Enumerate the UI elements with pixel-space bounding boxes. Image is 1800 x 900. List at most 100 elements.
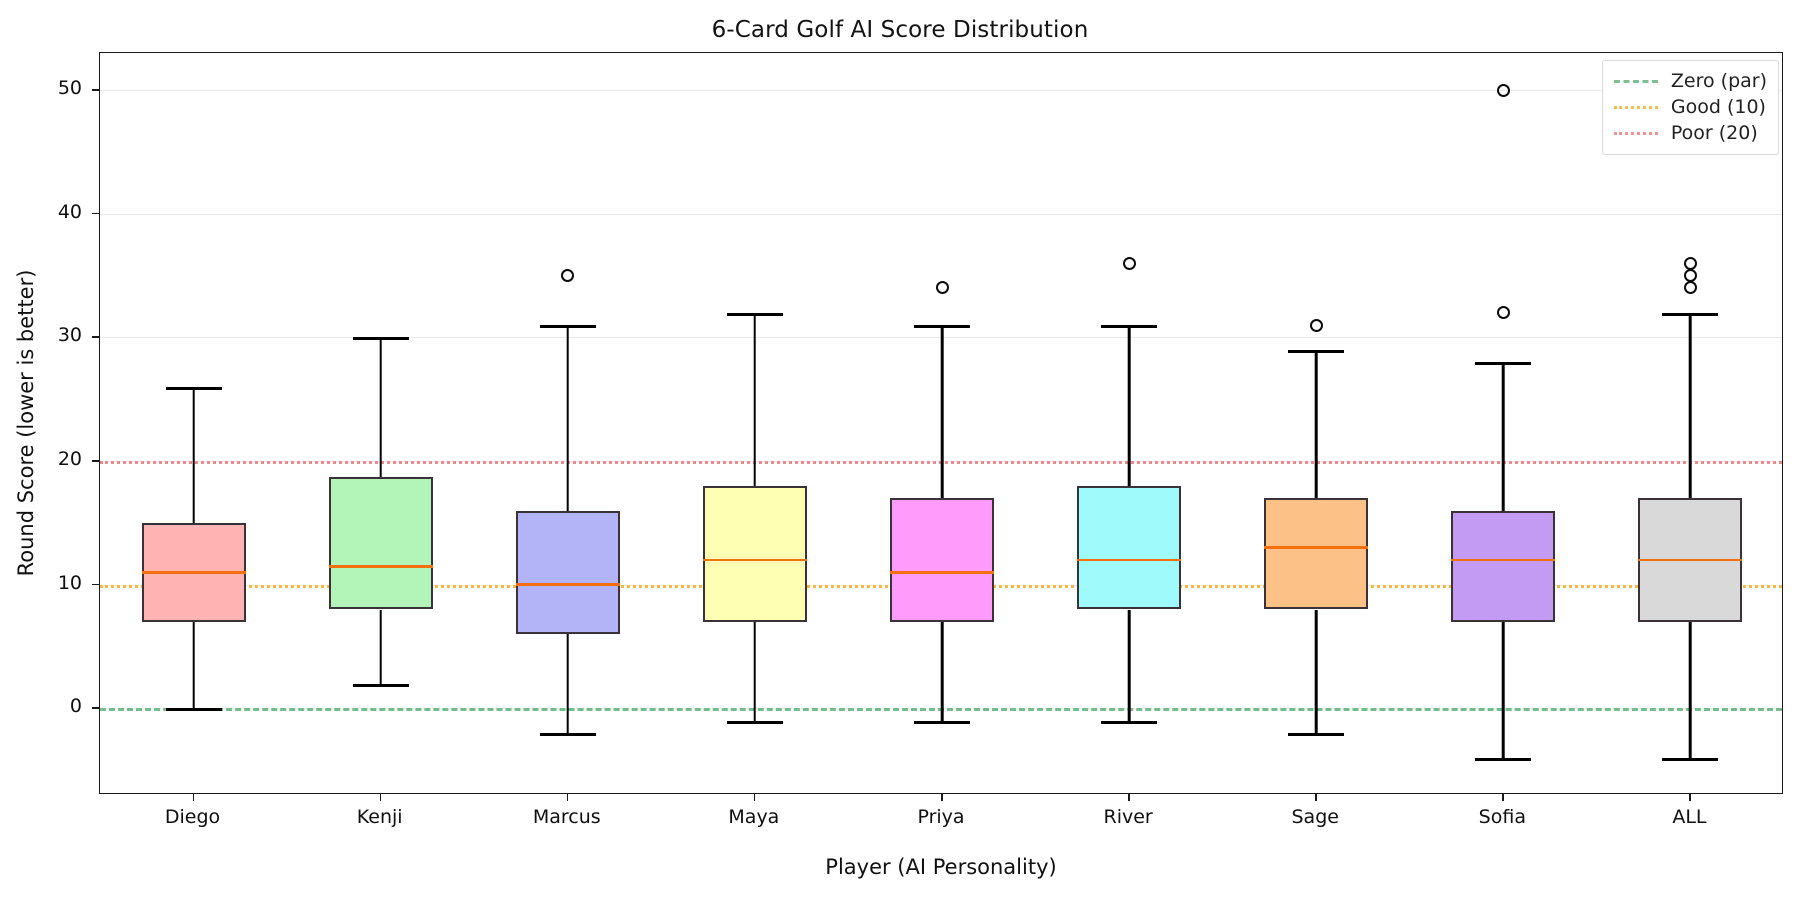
y-tick-label: 20 bbox=[57, 448, 82, 471]
box-plot-maya bbox=[675, 53, 835, 793]
y-tick-label: 40 bbox=[57, 200, 82, 223]
lower-whisker-cap bbox=[165, 708, 222, 712]
upper-whisker-cap bbox=[726, 312, 783, 316]
outlier-point-icon bbox=[1683, 269, 1697, 283]
legend-swatch-dotted-line-icon bbox=[1613, 131, 1658, 135]
outlier-point-icon bbox=[935, 281, 949, 295]
x-tick-mark bbox=[192, 794, 195, 801]
y-tick-mark bbox=[92, 212, 99, 215]
x-axis-label: Player (AI Personality) bbox=[825, 855, 1057, 879]
upper-whisker-cap bbox=[539, 325, 596, 329]
iqr-box bbox=[328, 476, 433, 610]
upper-whisker bbox=[1314, 349, 1318, 499]
outlier-point-icon bbox=[1683, 256, 1697, 270]
lower-whisker bbox=[192, 621, 195, 709]
box-plot-kenji bbox=[301, 53, 461, 793]
box-plot-diego bbox=[114, 53, 274, 793]
upper-whisker bbox=[940, 325, 944, 499]
upper-whisker-cap bbox=[165, 386, 222, 390]
legend-label: Zero (par) bbox=[1670, 70, 1767, 92]
x-tick-mark bbox=[1128, 794, 1130, 801]
outlier-point-icon bbox=[1683, 281, 1697, 295]
x-tick-mark bbox=[753, 794, 756, 801]
box-plot-priya bbox=[862, 53, 1022, 793]
lower-whisker-cap bbox=[726, 720, 783, 724]
legend: Zero (par) Good (10) Poor (20) bbox=[1601, 60, 1779, 155]
y-tick-label: 30 bbox=[57, 324, 82, 347]
x-tick-mark bbox=[566, 794, 569, 801]
median-line bbox=[1077, 558, 1182, 562]
upper-whisker bbox=[192, 386, 195, 523]
upper-whisker-cap bbox=[1101, 325, 1158, 329]
upper-whisker-cap bbox=[914, 325, 970, 329]
outlier-point-icon bbox=[1496, 306, 1510, 320]
outlier-point-icon bbox=[1122, 256, 1136, 270]
lower-whisker-cap bbox=[914, 720, 970, 724]
gridline bbox=[100, 213, 1782, 215]
box-plot-river bbox=[1049, 53, 1209, 793]
legend-item-zero: Zero (par) bbox=[1613, 68, 1767, 94]
lower-whisker-cap bbox=[1475, 757, 1532, 761]
box-plot-marcus bbox=[488, 53, 648, 793]
upper-whisker-cap bbox=[352, 337, 409, 341]
upper-whisker bbox=[1502, 362, 1505, 511]
median-line bbox=[1451, 558, 1556, 562]
lower-whisker bbox=[753, 621, 757, 721]
x-tick-mark bbox=[941, 794, 943, 801]
lower-whisker bbox=[1502, 621, 1505, 758]
lower-whisker bbox=[379, 609, 382, 684]
box-plot-sofia bbox=[1423, 53, 1583, 793]
x-tick-label-diego: Diego bbox=[164, 806, 221, 828]
lower-whisker bbox=[1127, 609, 1131, 721]
iqr-box bbox=[1264, 498, 1369, 610]
upper-whisker bbox=[753, 312, 757, 486]
lower-whisker-cap bbox=[1662, 757, 1719, 761]
median-line bbox=[141, 571, 246, 574]
lower-whisker bbox=[1689, 621, 1692, 758]
lower-whisker bbox=[566, 634, 570, 734]
iqr-box bbox=[1451, 510, 1556, 622]
lower-whisker-cap bbox=[539, 733, 596, 737]
plot-area bbox=[99, 52, 1783, 794]
x-axis-ticks: Diego Kenji Marcus Maya Priya River Sage Sofia A… bbox=[99, 794, 1783, 844]
x-tick-mark bbox=[379, 794, 382, 801]
outlier-point-icon bbox=[1309, 318, 1323, 332]
y-tick-mark bbox=[92, 707, 99, 710]
x-tick-label-river: River bbox=[1103, 806, 1153, 828]
x-tick-label-marcus: Marcus bbox=[532, 806, 601, 828]
x-tick-label-sofia: Sofia bbox=[1478, 806, 1526, 828]
x-tick-label-sage: Sage bbox=[1291, 806, 1339, 828]
page-title: 6-Card Golf AI Score Distribution bbox=[711, 17, 1089, 43]
upper-whisker-cap bbox=[1288, 349, 1345, 353]
median-line bbox=[702, 558, 807, 562]
outlier-point-icon bbox=[1496, 83, 1510, 97]
box-plot-sage bbox=[1236, 53, 1396, 793]
median-line bbox=[1638, 558, 1743, 562]
y-axis-ticks: 0 10 20 30 40 50 bbox=[0, 52, 99, 794]
median-line bbox=[515, 583, 620, 587]
y-tick-mark bbox=[92, 583, 99, 586]
legend-item-good: Good (10) bbox=[1613, 94, 1767, 120]
x-tick-mark bbox=[1502, 794, 1504, 801]
lower-whisker bbox=[1314, 609, 1318, 734]
gridline bbox=[100, 90, 1782, 92]
y-tick-mark bbox=[92, 460, 99, 462]
x-tick-mark bbox=[1315, 794, 1317, 801]
y-tick-mark bbox=[92, 336, 99, 339]
y-tick-label: 50 bbox=[57, 77, 82, 100]
legend-swatch-dotted-line-icon bbox=[1613, 105, 1658, 109]
x-tick-label-priya: Priya bbox=[917, 806, 965, 828]
upper-whisker bbox=[379, 337, 382, 477]
box-plot-all bbox=[1610, 53, 1770, 793]
upper-whisker bbox=[566, 325, 570, 511]
lower-whisker-cap bbox=[1288, 733, 1345, 737]
x-tick-mark bbox=[1689, 794, 1692, 801]
legend-swatch-dashed-line-icon bbox=[1613, 79, 1658, 83]
x-tick-label-kenji: Kenji bbox=[356, 806, 403, 828]
iqr-box bbox=[702, 485, 807, 622]
y-tick-label: 0 bbox=[69, 695, 82, 718]
median-line bbox=[890, 571, 994, 574]
upper-whisker-cap bbox=[1662, 312, 1719, 316]
iqr-box bbox=[1077, 485, 1182, 610]
